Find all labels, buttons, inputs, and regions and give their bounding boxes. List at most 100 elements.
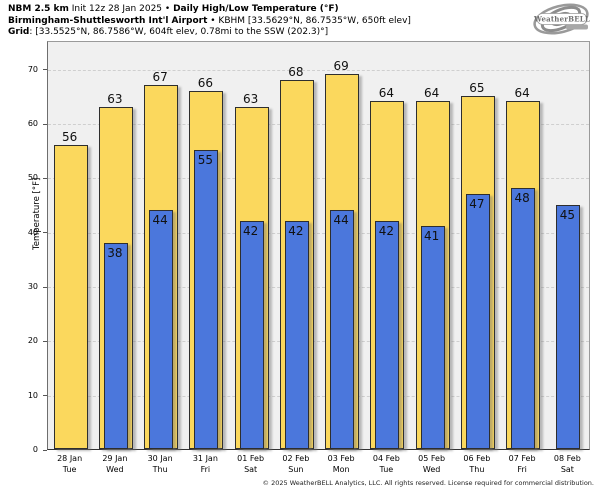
x-tick-date: 31 Jan [192,454,218,463]
high-value-label: 63 [242,91,259,106]
x-tick-day: Fri [200,464,211,474]
low-value-label: 42 [242,223,259,238]
y-tick-mark [43,232,47,234]
x-tick-day: Tue [379,464,394,474]
x-tick-day: Wed [422,464,441,474]
y-tick-label: 50 [27,173,38,183]
low-temp-bar [375,220,400,449]
x-tick-day: Sat [560,464,574,474]
high-value-label: 64 [423,86,440,101]
title-line-1: NBM 2.5 km Init 12z 28 Jan 2025 • Daily … [8,4,411,16]
high-value-label: 69 [333,59,349,74]
gridline [48,232,589,234]
y-tick-mark [43,286,47,288]
plot-area [47,41,590,450]
model-name: NBM 2.5 km [8,4,69,14]
x-tick-label: 03 Feb Mon [318,454,364,475]
x-tick-day: Mon [332,464,350,474]
x-tick-day: Fri [517,464,527,474]
station-details: • KBHM [33.5629°N, 86.7535°W, 650ft elev… [207,15,411,26]
high-value-label: 65 [469,80,485,95]
x-tick-label: 29 Jan Wed [92,454,138,475]
low-value-label: 38 [107,245,123,260]
high-value-label: 64 [514,86,530,101]
x-tick-date: 05 Feb [418,454,446,463]
low-temp-bar [330,210,355,449]
y-tick-mark [43,395,47,397]
high-value-label: 64 [378,86,395,101]
figure-title-block: NBM 2.5 km Init 12z 28 Jan 2025 • Daily … [8,4,411,39]
x-tick-day: Tue [62,464,77,474]
low-value-label: 45 [559,207,576,222]
low-temp-bar [284,220,309,449]
x-tick-date: 01 Feb [237,454,265,463]
x-tick-date: 03 Feb [327,454,355,463]
high-value-label: 56 [61,129,78,144]
low-temp-bar [420,226,445,449]
gridline [48,178,589,180]
x-tick-date: 28 Jan [57,454,83,463]
x-tick-date: 02 Feb [282,454,310,463]
y-tick-label: 60 [27,119,38,129]
low-value-label: 42 [378,223,395,238]
x-tick-date: 06 Feb [463,454,491,463]
low-temp-bar [194,150,219,449]
y-tick-mark [43,69,47,71]
low-value-label: 55 [197,153,214,168]
x-tick-label: 28 Jan Tue [47,454,93,475]
x-tick-day: Sun [288,464,304,474]
x-tick-date: 07 Feb [508,454,536,463]
gridline [48,124,589,126]
x-tick-day: Thu [469,464,485,474]
copyright-text: © 2025 WeatherBELL Analytics, LLC. All r… [262,479,594,487]
init-time: Init 12z 28 Jan 2025 • [68,4,174,14]
station-name: Birmingham-Shuttlesworth Int'l Airport [8,15,208,26]
weatherbell-logo: WeatherBELL [533,3,590,35]
logo-text: WeatherBELL [533,15,590,24]
high-temp-bar [53,144,88,449]
title-line-3: Grid: [33.5525°N, 86.7586°W, 604ft elev,… [8,27,411,39]
low-value-label: 44 [333,213,349,227]
gridline [48,395,589,397]
x-tick-label: 07 Feb Fri [499,454,545,475]
high-value-label: 68 [288,64,304,79]
low-temp-bar [556,204,581,449]
low-temp-bar [239,220,264,449]
title-line-2: Birmingham-Shuttlesworth Int'l Airport •… [8,16,411,28]
chart-title: Daily High/Low Temperature (°F) [173,4,339,14]
y-tick-label: 40 [27,227,38,237]
low-temp-bar [465,193,490,449]
x-tick-date: 08 Feb [553,454,581,463]
x-tick-date: 29 Jan [102,454,128,463]
x-tick-day: Thu [152,464,168,474]
x-tick-label: 02 Feb Sun [273,454,319,475]
low-value-label: 44 [152,213,168,227]
low-temp-bar [511,188,536,449]
x-tick-label: 31 Jan Fri [182,454,228,475]
x-tick-label: 08 Feb Sat [544,454,590,475]
high-value-label: 63 [107,91,123,106]
low-value-label: 48 [514,191,530,206]
y-tick-label: 20 [27,336,38,346]
gridline [48,287,589,289]
x-tick-label: 06 Feb Thu [454,454,500,475]
y-tick-label: 0 [32,445,38,454]
high-value-label: 67 [152,70,168,85]
x-tick-label: 01 Feb Sat [228,454,274,475]
logo-tagline-band [566,24,588,30]
low-temp-bar [103,242,128,449]
x-tick-day: Wed [106,464,124,474]
y-tick-mark [43,177,47,179]
grid-label: Grid [8,27,30,37]
low-value-label: 42 [288,223,304,238]
y-tick-label: 30 [27,282,38,292]
y-tick-mark [43,123,47,125]
low-value-label: 47 [469,196,485,211]
gridline [48,341,589,343]
x-tick-label: 04 Feb Tue [363,454,409,475]
y-tick-mark [43,340,47,342]
low-temp-bar [149,210,174,449]
y-axis-title: Temperature [°F] [32,177,43,250]
grid-details: : [33.5525°N, 86.7586°W, 604ft elev, 0.7… [29,27,329,37]
